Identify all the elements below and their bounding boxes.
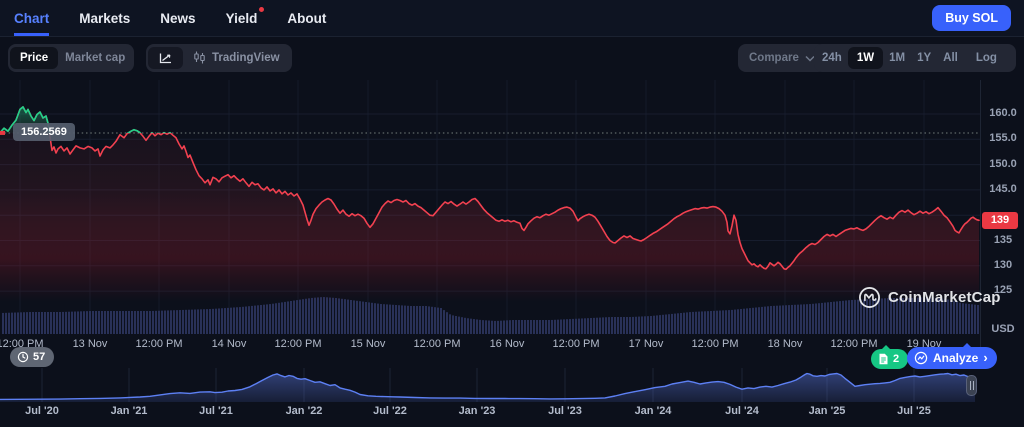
chevron-down-icon bbox=[805, 55, 815, 62]
previous-close-label: 156.2569 bbox=[13, 123, 75, 141]
x-axis-tick: 14 Nov bbox=[211, 338, 247, 350]
candlestick-icon bbox=[194, 51, 205, 64]
y-axis-tick: 155.0 bbox=[989, 132, 1017, 145]
compare-label: Compare bbox=[749, 52, 799, 64]
minimap-axis-tick: Jul '23 bbox=[548, 405, 582, 417]
tab-chart[interactable]: Chart bbox=[14, 0, 49, 36]
previous-close-tick bbox=[0, 130, 5, 135]
analyze-icon bbox=[914, 351, 928, 365]
price-toggle-button[interactable]: Price bbox=[10, 47, 59, 69]
nav-tab-bar: Chart Markets News Yield About bbox=[0, 0, 1024, 37]
minimap-time-axis: Jul '20 Jan '21 Jul '21 Jan '22 Jul '22 Jan '… bbox=[0, 405, 1024, 419]
minimap-axis-tick: Jul '24 bbox=[725, 405, 759, 417]
line-chart-icon bbox=[159, 53, 171, 64]
minimap-axis-tick: Jul '22 bbox=[373, 405, 407, 417]
timeframe-buttons: 24h 1W 1M 1Y All bbox=[816, 47, 964, 69]
range-1w[interactable]: 1W bbox=[847, 47, 884, 69]
document-icon bbox=[879, 353, 888, 365]
range-1m[interactable]: 1M bbox=[889, 52, 906, 64]
watchers-count: 57 bbox=[33, 351, 46, 363]
minimap-axis-tick: Jan '24 bbox=[634, 405, 672, 417]
analyze-label: Analyze bbox=[933, 351, 979, 365]
x-axis-tick: 15 Nov bbox=[350, 338, 386, 350]
coinmarketcap-watermark: CoinMarketCap bbox=[858, 286, 1001, 309]
minimap-axis-tick: Jan '25 bbox=[808, 405, 846, 417]
tradingview-label: TradingView bbox=[212, 52, 280, 64]
tab-markets[interactable]: Markets bbox=[79, 10, 131, 26]
tab-news[interactable]: News bbox=[160, 10, 196, 26]
x-axis-tick: 12:00 PM bbox=[691, 338, 739, 350]
x-axis-tick: 12:00 PM bbox=[274, 338, 322, 350]
minimap-axis-tick: Jan '21 bbox=[110, 405, 148, 417]
time-axis: 12:00 PM 13 Nov 12:00 PM 14 Nov 12:00 PM 15 N… bbox=[0, 338, 980, 352]
line-chart-type-button[interactable] bbox=[148, 47, 183, 69]
range-24h[interactable]: 24h bbox=[822, 52, 842, 64]
minimap-line bbox=[0, 372, 976, 401]
range-slider-handle[interactable] bbox=[966, 375, 977, 396]
axis-unit-label: USD bbox=[991, 323, 1015, 335]
watermark-text: CoinMarketCap bbox=[888, 289, 1001, 306]
price-marketcap-toggle: Price Market cap bbox=[8, 44, 135, 72]
range-all[interactable]: All bbox=[943, 52, 958, 64]
y-axis-tick: 150.0 bbox=[989, 157, 1017, 170]
minimap-axis-tick: Jan '22 bbox=[285, 405, 323, 417]
minimap-area bbox=[0, 373, 975, 402]
x-axis-tick: 13 Nov bbox=[72, 338, 108, 350]
tradingview-button[interactable]: TradingView bbox=[183, 47, 290, 69]
minimap-axis-tick: Jul '25 bbox=[897, 405, 931, 417]
minimap-axis-tick: Jan '23 bbox=[458, 405, 496, 417]
watchers-badge[interactable]: 57 bbox=[10, 347, 55, 367]
log-scale-button[interactable]: Log bbox=[975, 52, 997, 64]
x-axis-tick: 12:00 PM bbox=[135, 338, 183, 350]
price-line-red bbox=[0, 106, 980, 271]
market-cap-toggle-button[interactable]: Market cap bbox=[65, 52, 126, 64]
buy-sol-button[interactable]: Buy SOL bbox=[932, 5, 1011, 31]
x-axis-tick: 12:00 PM bbox=[552, 338, 600, 350]
compare-button[interactable]: Compare bbox=[738, 44, 826, 72]
tab-about[interactable]: About bbox=[287, 10, 327, 26]
range-1y[interactable]: 1Y bbox=[917, 52, 932, 64]
x-axis-tick: 12:00 PM bbox=[830, 338, 878, 350]
x-axis-tick: 12:00 PM bbox=[413, 338, 461, 350]
current-price-badge: 139 bbox=[982, 212, 1018, 229]
new-indicator-dot bbox=[259, 7, 265, 12]
price-chart[interactable] bbox=[0, 0, 980, 340]
y-axis-tick: 125 bbox=[993, 284, 1013, 297]
analyze-button[interactable]: Analyze › bbox=[907, 343, 997, 369]
news-count-badge[interactable]: 2 bbox=[871, 345, 909, 369]
chevron-right-icon: › bbox=[983, 350, 988, 365]
y-axis-tick: 145.0 bbox=[989, 182, 1017, 195]
x-axis-tick: 16 Nov bbox=[489, 338, 525, 350]
minimap-chart[interactable] bbox=[0, 368, 1024, 404]
y-axis-tick: 160.0 bbox=[989, 107, 1017, 119]
chart-type-toggle: TradingView bbox=[146, 44, 292, 72]
timeframe-group: 24h 1W 1M 1Y All Log bbox=[814, 44, 1016, 72]
volume-bars bbox=[2, 297, 979, 334]
x-axis-tick: 18 Nov bbox=[767, 338, 803, 350]
price-axis: USD 160.0 155.0 150.0 145.0 135 130 125 bbox=[980, 80, 1024, 362]
minimap-axis-tick: Jul '20 bbox=[25, 405, 59, 417]
clock-icon bbox=[17, 351, 29, 363]
news-count: 2 bbox=[893, 353, 900, 365]
x-axis-tick: 17 Nov bbox=[628, 338, 664, 350]
coinmarketcap-logo-icon bbox=[859, 287, 880, 308]
y-axis-tick: 130 bbox=[993, 258, 1013, 271]
minimap-axis-tick: Jul '21 bbox=[199, 405, 233, 417]
red-area-fill bbox=[0, 106, 979, 303]
tab-yield[interactable]: Yield bbox=[226, 0, 265, 36]
y-axis-tick: 135 bbox=[993, 233, 1013, 246]
